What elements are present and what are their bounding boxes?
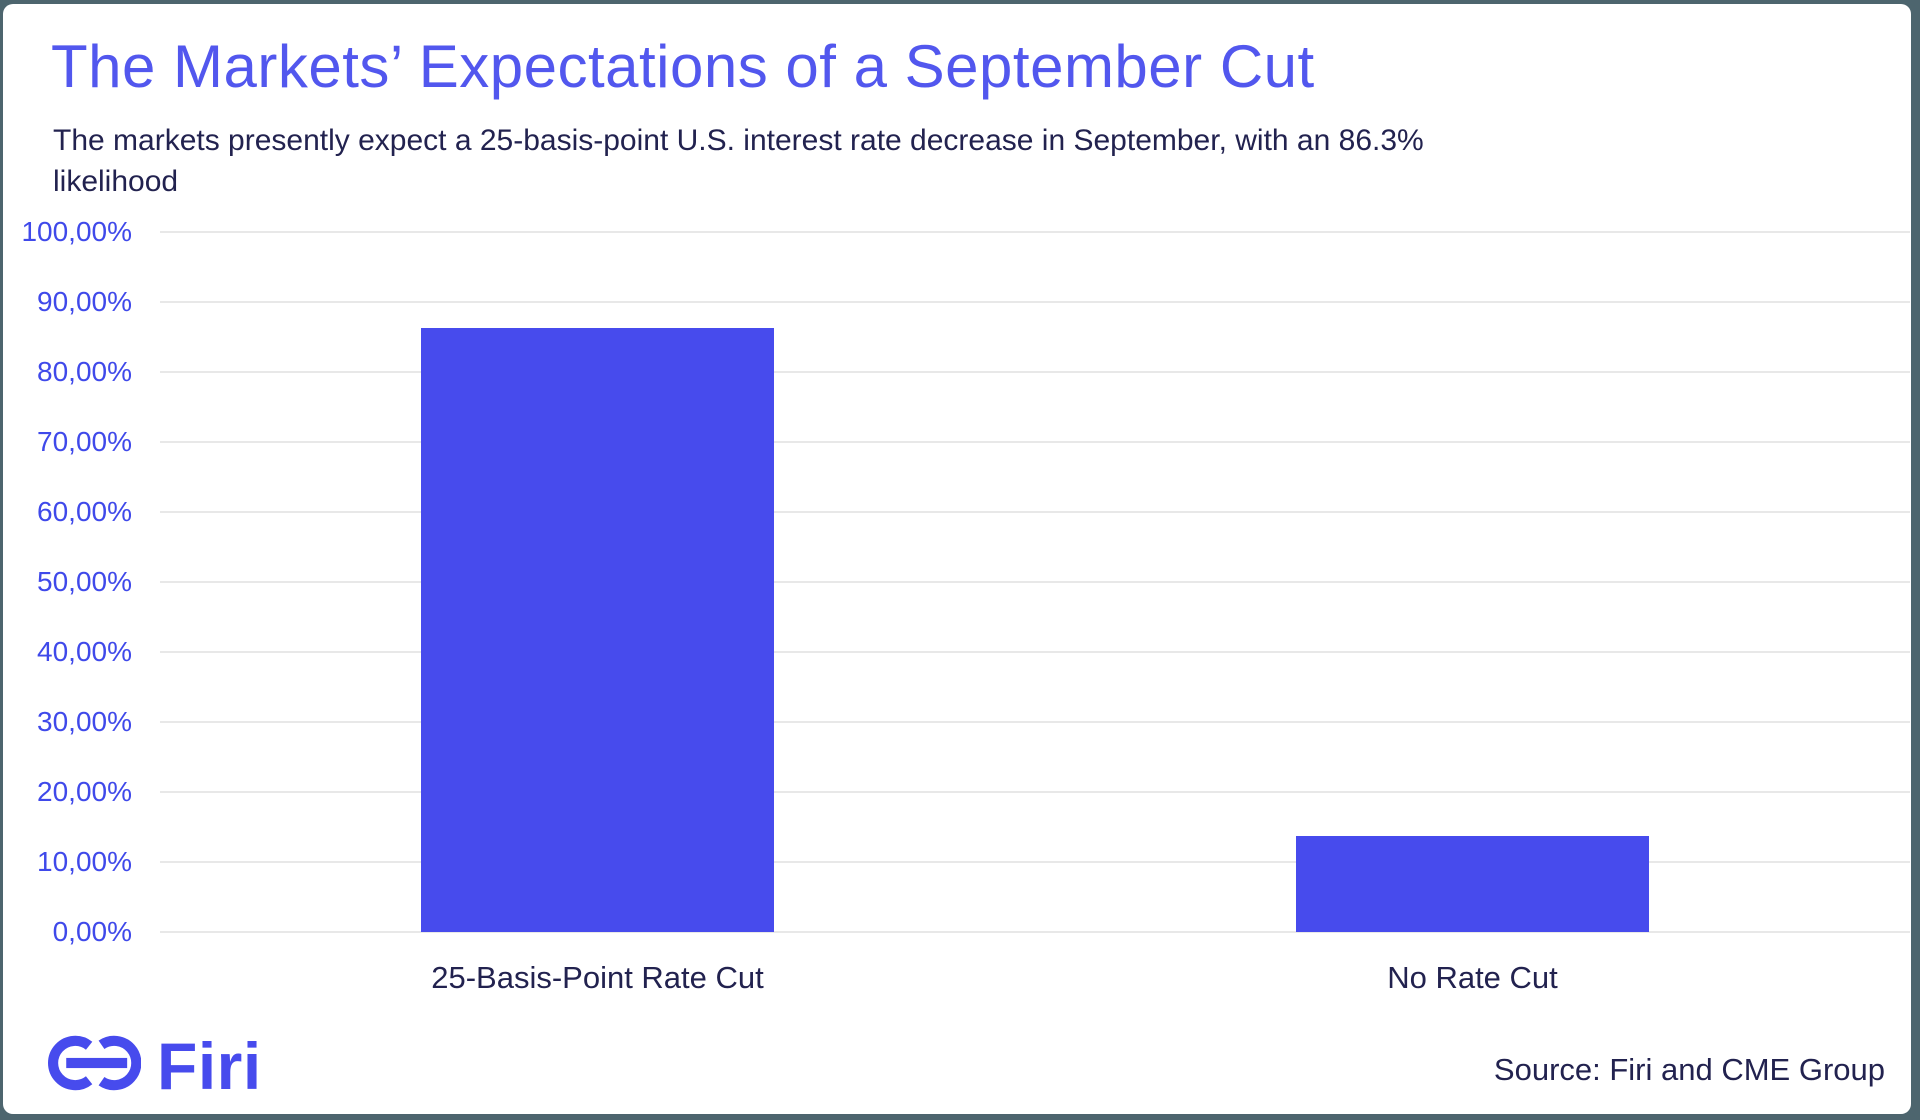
x-axis-category-label: 25-Basis-Point Rate Cut [431, 960, 764, 995]
y-gridline [160, 441, 1910, 443]
y-gridline [160, 231, 1910, 233]
y-tick-label: 50,00% [37, 566, 132, 597]
y-gridline [160, 721, 1910, 723]
y-gridline [160, 511, 1910, 513]
y-gridline [160, 791, 1910, 793]
plot-area [160, 231, 1910, 933]
y-tick-label: 30,00% [37, 706, 132, 737]
chart-subtitle-line1: The markets presently expect a 25-basis-… [53, 124, 1424, 157]
y-tick-label: 70,00% [37, 426, 132, 457]
y-tick-label: 80,00% [37, 356, 132, 387]
y-gridline [160, 581, 1910, 583]
y-gridline [160, 931, 1910, 933]
y-tick-label: 20,00% [37, 776, 132, 807]
chart: 100,00% 90,00% 80,00% 70,00% 60,00% 50,00% 40,… [3, 216, 1911, 995]
firi-logo-text: Firi [157, 1028, 262, 1103]
firi-logo: Firi [45, 1024, 262, 1107]
y-tick-label: 90,00% [37, 286, 132, 317]
y-gridline [160, 371, 1910, 373]
y-gridline [160, 301, 1910, 303]
y-gridline [160, 651, 1910, 653]
x-axis-category-label: No Rate Cut [1387, 960, 1558, 995]
firi-logo-icon [45, 1024, 142, 1107]
y-tick-label: 10,00% [37, 846, 132, 877]
y-gridline [160, 861, 1910, 863]
y-tick-label: 100,00% [21, 216, 132, 247]
chart-title: The Markets’ Expectations of a September… [51, 33, 1315, 100]
chart-subtitle: The markets presently expect a 25-basis-… [53, 120, 1424, 202]
y-tick-label: 40,00% [37, 636, 132, 667]
y-tick-label: 60,00% [37, 496, 132, 527]
chart-subtitle-line2: likelihood [53, 165, 179, 198]
source-attribution: Source: Firi and CME Group [1493, 1052, 1885, 1087]
bar-no-rate-cut [1296, 836, 1649, 932]
bar-rate-cut [421, 327, 774, 932]
y-tick-label: 0,00% [52, 916, 132, 947]
chart-card: The Markets’ Expectations of a September… [3, 4, 1911, 1114]
